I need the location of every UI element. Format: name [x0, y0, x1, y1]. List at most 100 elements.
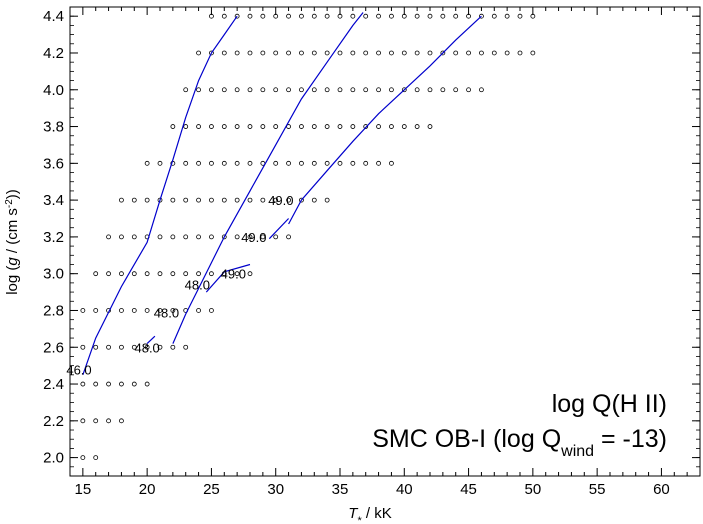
- grid-point: [311, 87, 317, 93]
- grid-point: [517, 13, 523, 19]
- contour-line-3: [288, 15, 482, 225]
- grid-point: [144, 197, 150, 203]
- x-tick-label: 25: [203, 481, 220, 498]
- grid-point: [221, 197, 227, 203]
- contour-lines: [82, 12, 482, 375]
- grid-point: [376, 124, 381, 129]
- grid-points: [80, 13, 536, 461]
- grid-point: [119, 418, 124, 424]
- contour-label: 49.0: [241, 230, 266, 245]
- grid-point: [247, 160, 253, 166]
- grid-point: [350, 87, 356, 93]
- grid-point: [479, 13, 484, 19]
- grid-point: [106, 344, 111, 350]
- annotation-model: SMC OB-I (log Qwind = -13): [372, 425, 667, 460]
- grid-point: [479, 87, 484, 93]
- grid-point: [414, 87, 420, 93]
- grid-point: [80, 381, 86, 387]
- x-tick-label: 35: [332, 481, 349, 498]
- grid-point: [376, 87, 381, 93]
- x-tick-label: 45: [460, 481, 477, 498]
- grid-point: [324, 50, 330, 56]
- grid-point: [324, 13, 330, 19]
- y-tick-label: 3.2: [43, 229, 64, 246]
- grid-point: [144, 160, 150, 166]
- grid-point: [299, 124, 304, 129]
- grid-point: [131, 381, 137, 387]
- grid-point: [440, 87, 446, 93]
- grid-point: [350, 50, 356, 56]
- grid-point: [234, 197, 240, 203]
- y-tick-label: 2.2: [43, 413, 64, 430]
- grid-point: [247, 271, 253, 277]
- grid-point: [157, 234, 163, 240]
- grid-point: [299, 197, 304, 203]
- grid-point: [209, 234, 214, 240]
- grid-point: [311, 13, 317, 19]
- grid-point: [260, 197, 266, 203]
- grid-point: [376, 160, 381, 166]
- grid-point: [440, 50, 446, 56]
- grid-point: [234, 234, 240, 240]
- grid-point: [221, 87, 227, 93]
- grid-point: [311, 50, 317, 56]
- grid-point: [157, 344, 163, 350]
- grid-point: [260, 87, 266, 93]
- grid-point: [119, 234, 124, 240]
- grid-point: [183, 344, 189, 350]
- plot-frame: [69, 6, 701, 477]
- grid-point: [170, 124, 176, 129]
- grid-point: [427, 13, 433, 19]
- grid-point: [401, 124, 407, 129]
- y-tick-label: 3.4: [43, 192, 64, 209]
- grid-point: [440, 13, 446, 19]
- grid-point: [504, 50, 510, 56]
- contour-line-2: [205, 263, 251, 293]
- grid-point: [324, 124, 330, 129]
- grid-point: [337, 124, 343, 129]
- grid-point: [234, 271, 240, 277]
- grid-point: [209, 271, 214, 277]
- grid-point: [209, 308, 214, 313]
- grid-point: [260, 234, 266, 240]
- grid-point: [170, 271, 176, 277]
- grid-point: [93, 418, 99, 424]
- grid-point: [209, 124, 214, 129]
- grid-point: [324, 87, 330, 93]
- grid-point: [119, 381, 124, 387]
- grid-point: [389, 13, 394, 19]
- grid-point: [80, 344, 86, 350]
- x-ticks: 15 20 25 30 35 40 45 50 55 60: [69, 7, 701, 498]
- grid-point: [389, 50, 394, 56]
- grid-point: [324, 160, 330, 166]
- grid-point: [221, 50, 227, 56]
- contour-label: 48.0: [134, 340, 159, 355]
- grid-point: [453, 50, 459, 56]
- grid-point: [247, 87, 253, 93]
- grid-point: [93, 308, 99, 313]
- grid-point: [209, 87, 214, 93]
- contour-label: 49.0: [268, 193, 293, 208]
- y-tick-label: 3.6: [43, 155, 64, 172]
- contour-labels: 46.0 48.0 48.0 48.0 49.0 49.0 49.0: [66, 193, 293, 377]
- y-tick-label: 2.0: [43, 450, 64, 467]
- grid-point: [144, 271, 150, 277]
- grid-point: [247, 197, 253, 203]
- grid-point: [286, 13, 291, 19]
- x-tick-label: 40: [396, 481, 413, 498]
- annotation-quantity: log Q(H II): [552, 390, 667, 418]
- grid-point: [93, 271, 99, 277]
- grid-point: [401, 87, 407, 93]
- grid-point: [247, 124, 253, 129]
- contour-label: 49.0: [221, 267, 246, 282]
- x-tick-label: 60: [653, 481, 670, 498]
- grid-point: [196, 124, 201, 129]
- grid-point: [196, 197, 201, 203]
- grid-point: [311, 124, 317, 129]
- grid-point: [196, 271, 201, 277]
- grid-point: [119, 308, 124, 313]
- grid-point: [93, 455, 99, 461]
- grid-point: [401, 50, 407, 56]
- grid-point: [80, 418, 86, 424]
- grid-point: [183, 197, 189, 203]
